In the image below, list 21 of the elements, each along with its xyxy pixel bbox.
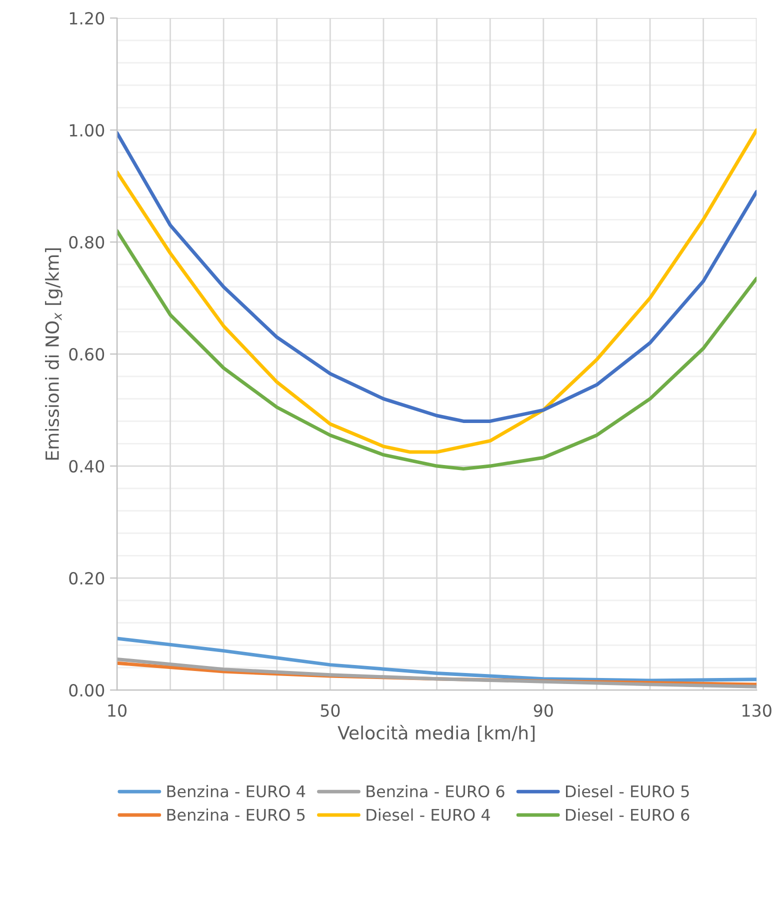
legend-label: Diesel - EURO 5 (566, 785, 689, 798)
y-axis-title: Emissioni di NO$_{x}$ [g/km] (45, 248, 62, 460)
legend-label: Benzina - EURO 6 (366, 785, 504, 798)
x-axis-title: Velocità media [km/h] (338, 724, 535, 742)
legend-label: Benzina - EURO 5 (167, 808, 305, 821)
y-tick-label: 0.40 (69, 460, 104, 473)
legend-label: Diesel - EURO 6 (566, 808, 690, 821)
y-tick-label: 0.80 (69, 236, 104, 249)
x-tick-label: 130 (742, 704, 772, 717)
y-tick-label: 1.20 (70, 12, 104, 25)
x-tick-label: 90 (534, 704, 553, 717)
legend-label: Diesel - EURO 4 (366, 808, 490, 821)
x-tick-label: 50 (320, 704, 340, 717)
line-series (117, 229, 757, 471)
x-tick-label: 10 (108, 704, 126, 717)
y-tick-label: 0.00 (69, 684, 104, 697)
y-tick-label: 0.60 (69, 348, 104, 361)
y-tick-label: 1.00 (70, 124, 104, 137)
y-tick-label: 0.20 (69, 572, 104, 585)
legend-label: Benzina - EURO 4 (167, 785, 306, 798)
line-series (117, 636, 757, 682)
